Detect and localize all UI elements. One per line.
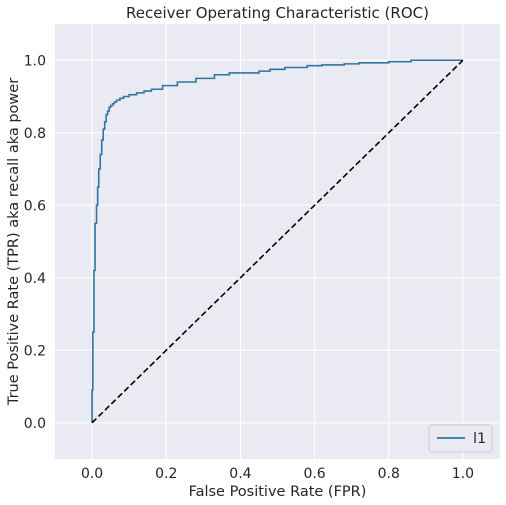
x-axis-label: False Positive Rate (FPR) (189, 484, 367, 500)
x-tick-label: 0.6 (303, 466, 325, 482)
y-tick-label: 0.4 (24, 271, 46, 287)
y-tick-label: 0.2 (24, 343, 46, 359)
chance-diagonal-line (91, 59, 464, 424)
chart-title: Receiver Operating Characteristic (ROC) (126, 4, 429, 22)
legend-label-l1: l1 (473, 431, 486, 447)
grid-lines (55, 24, 500, 459)
legend: l1 (428, 424, 493, 453)
tick-labels: 0.0 0.2 0.4 0.6 0.8 1.0 0.0 0.2 0.4 0.6 0.8 1.0 (24, 53, 474, 482)
x-tick-label: 0.8 (378, 466, 400, 482)
y-tick-label: 1.0 (24, 53, 46, 69)
series-lines (91, 59, 464, 424)
y-tick-label: 0.6 (24, 198, 46, 214)
y-tick-label: 0.8 (24, 126, 46, 142)
roc-curve-line (91, 59, 463, 423)
y-axis-label: True Positive Rate (TPR) aka recall aka … (6, 78, 22, 406)
x-tick-label: 0.2 (155, 466, 177, 482)
x-tick-label: 0.0 (81, 466, 103, 482)
y-tick-label: 0.0 (24, 416, 46, 432)
x-tick-label: 1.0 (452, 466, 474, 482)
x-tick-label: 0.4 (229, 466, 251, 482)
